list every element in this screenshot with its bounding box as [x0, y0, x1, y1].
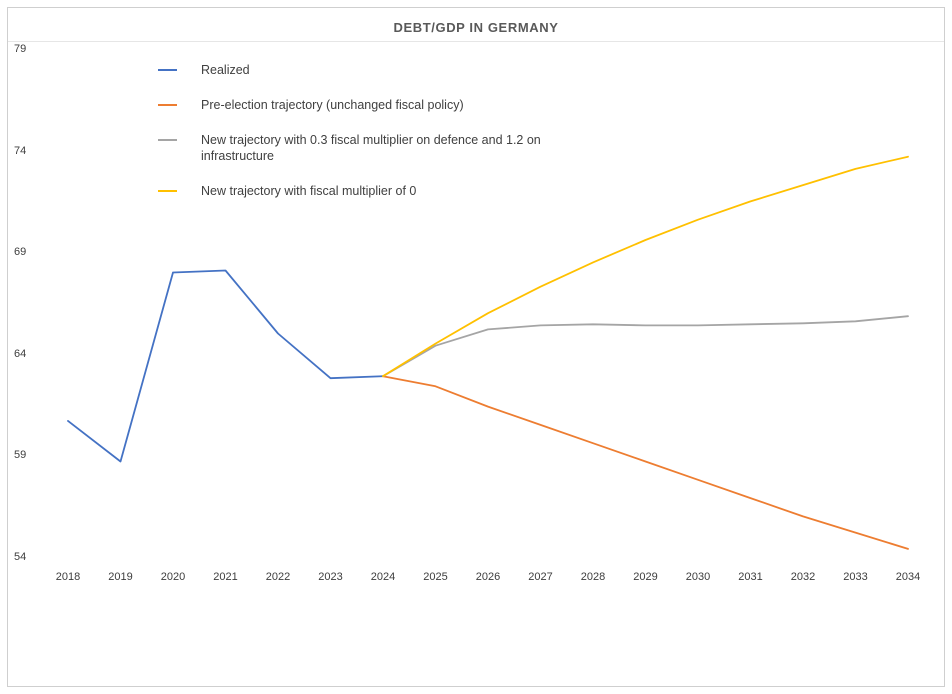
- chart-title: DEBT/GDP IN GERMANY: [393, 20, 559, 35]
- x-axis-tick-label: 2021: [213, 571, 238, 583]
- x-axis-tick-label: 2026: [475, 571, 501, 583]
- y-axis-tick-label: 79: [14, 43, 27, 55]
- legend-line-sample-realized: [158, 69, 177, 71]
- legend-label: Pre-election trajectory (unchanged fisca…: [201, 98, 464, 112]
- title-divider: [8, 41, 944, 42]
- legend-label: New trajectory with fiscal multiplier of…: [201, 184, 417, 198]
- x-axis-tick-label: 2033: [843, 571, 868, 583]
- x-axis-tick-label: 2018: [55, 571, 81, 583]
- x-axis-tick-label: 2024: [370, 571, 396, 583]
- x-axis-tick-label: 2019: [108, 571, 133, 583]
- chart-legend: Realized Pre-election trajectory (unchan…: [158, 62, 551, 199]
- y-axis-tick-label: 69: [14, 246, 27, 259]
- x-axis-tick-label: 2023: [318, 571, 343, 583]
- x-axis-tick-label: 2032: [790, 571, 816, 583]
- series-line-realized: [67, 269, 384, 463]
- series-line-pre-election: [382, 375, 909, 550]
- legend-item-realized: Realized: [158, 62, 551, 78]
- legend-label: Realized: [201, 63, 250, 77]
- x-axis-tick-label: 2029: [633, 571, 658, 583]
- x-axis-tick-label: 2025: [423, 571, 448, 583]
- x-axis-tick-label: 2020: [160, 571, 186, 583]
- series-line-new-trajectory-zero: [382, 155, 909, 378]
- x-axis-tick-label: 2022: [265, 571, 291, 583]
- series-line-new-trajectory-multipliers: [382, 315, 909, 378]
- legend-line-sample-new-trajectory-multipliers: [158, 139, 177, 141]
- x-axis-tick-label: 2030: [685, 571, 711, 583]
- legend-item-new-trajectory-multipliers: New trajectory with 0.3 fiscal multiplie…: [158, 132, 551, 164]
- y-axis-tick-label: 64: [14, 347, 27, 360]
- y-axis-tick-label: 59: [14, 449, 27, 462]
- legend-item-new-trajectory-zero: New trajectory with fiscal multiplier of…: [158, 183, 551, 199]
- legend-line-sample-new-trajectory-zero: [158, 190, 177, 192]
- x-axis-tick-label: 2034: [895, 571, 921, 583]
- chart-frame: DEBT/GDP IN GERMANY: [7, 7, 945, 687]
- x-axis-tick-label: 2027: [528, 571, 553, 583]
- y-axis-tick-label: 74: [14, 144, 27, 157]
- legend-item-pre-election: Pre-election trajectory (unchanged fisca…: [158, 97, 551, 113]
- x-axis-tick-label: 2028: [580, 571, 606, 583]
- legend-line-sample-pre-election: [158, 104, 177, 106]
- x-axis-tick-label: 2031: [738, 571, 763, 583]
- legend-label: New trajectory with 0.3 fiscal multiplie…: [201, 133, 541, 163]
- y-axis-tick-label: 54: [14, 551, 27, 563]
